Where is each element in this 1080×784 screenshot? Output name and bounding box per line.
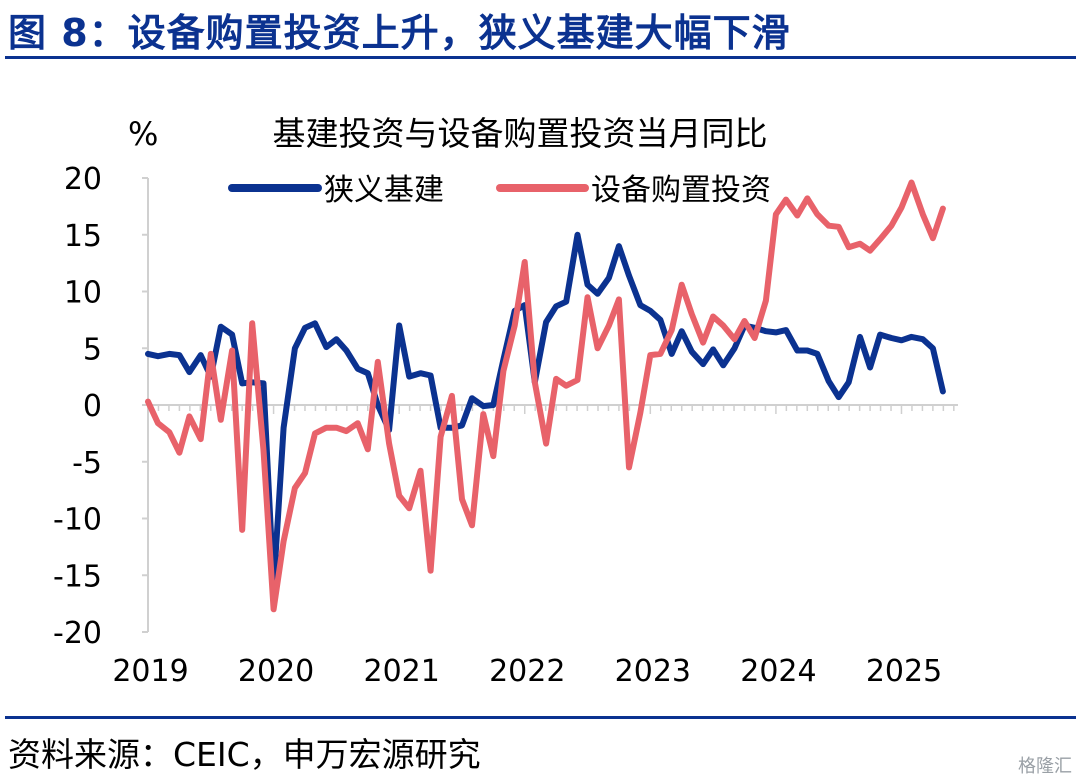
series-line-equipment xyxy=(145,179,946,613)
y-tick-labels: 20 15 10 5 0 -5 -10 -15 -20 xyxy=(53,162,102,651)
footer-rule xyxy=(5,716,1076,719)
y-tick-label: -15 xyxy=(53,559,102,594)
x-tick-label: 2024 xyxy=(740,654,816,689)
chart-title: 基建投资与设备购置投资当月同比 xyxy=(273,114,768,153)
y-tick-label: -10 xyxy=(53,503,102,538)
watermark: 格隆汇 xyxy=(1018,756,1072,777)
x-tick-label: 2022 xyxy=(489,654,565,689)
x-tick-labels: 2019 2020 2021 2022 2023 2024 2025 xyxy=(112,654,942,689)
figure-title: 图 8：设备购置投资上升，狭义基建大幅下滑 xyxy=(8,11,791,55)
legend: 狭义基建 设备购置投资 xyxy=(228,173,771,208)
legend-label-infra: 狭义基建 xyxy=(324,173,444,208)
line-chart: % 基建投资与设备购置投资当月同比 狭义基建 设备购置投资 20 15 10 5 0 -5… xyxy=(53,114,958,689)
y-tick-label: -5 xyxy=(72,446,102,481)
y-tick-label: 15 xyxy=(64,219,102,254)
series-line-infra xyxy=(145,231,946,590)
y-tick-label: -20 xyxy=(53,616,102,651)
y-tick-label: 20 xyxy=(64,162,102,197)
y-tick-label: 5 xyxy=(83,332,102,367)
y-tick-label: 10 xyxy=(64,276,102,311)
source-note: 资料来源：CEIC，申万宏源研究 xyxy=(8,735,481,774)
y-axis-label: % xyxy=(128,115,158,153)
x-tick-label: 2020 xyxy=(238,654,314,689)
title-rule xyxy=(5,56,1076,59)
x-tick-label: 2021 xyxy=(363,654,439,689)
series-lines xyxy=(145,179,946,613)
x-tick-label: 2019 xyxy=(112,654,188,689)
x-tick-label: 2025 xyxy=(866,654,942,689)
legend-label-equipment: 设备购置投资 xyxy=(591,173,771,208)
y-tick-label: 0 xyxy=(83,389,102,424)
x-tick-label: 2023 xyxy=(615,654,691,689)
